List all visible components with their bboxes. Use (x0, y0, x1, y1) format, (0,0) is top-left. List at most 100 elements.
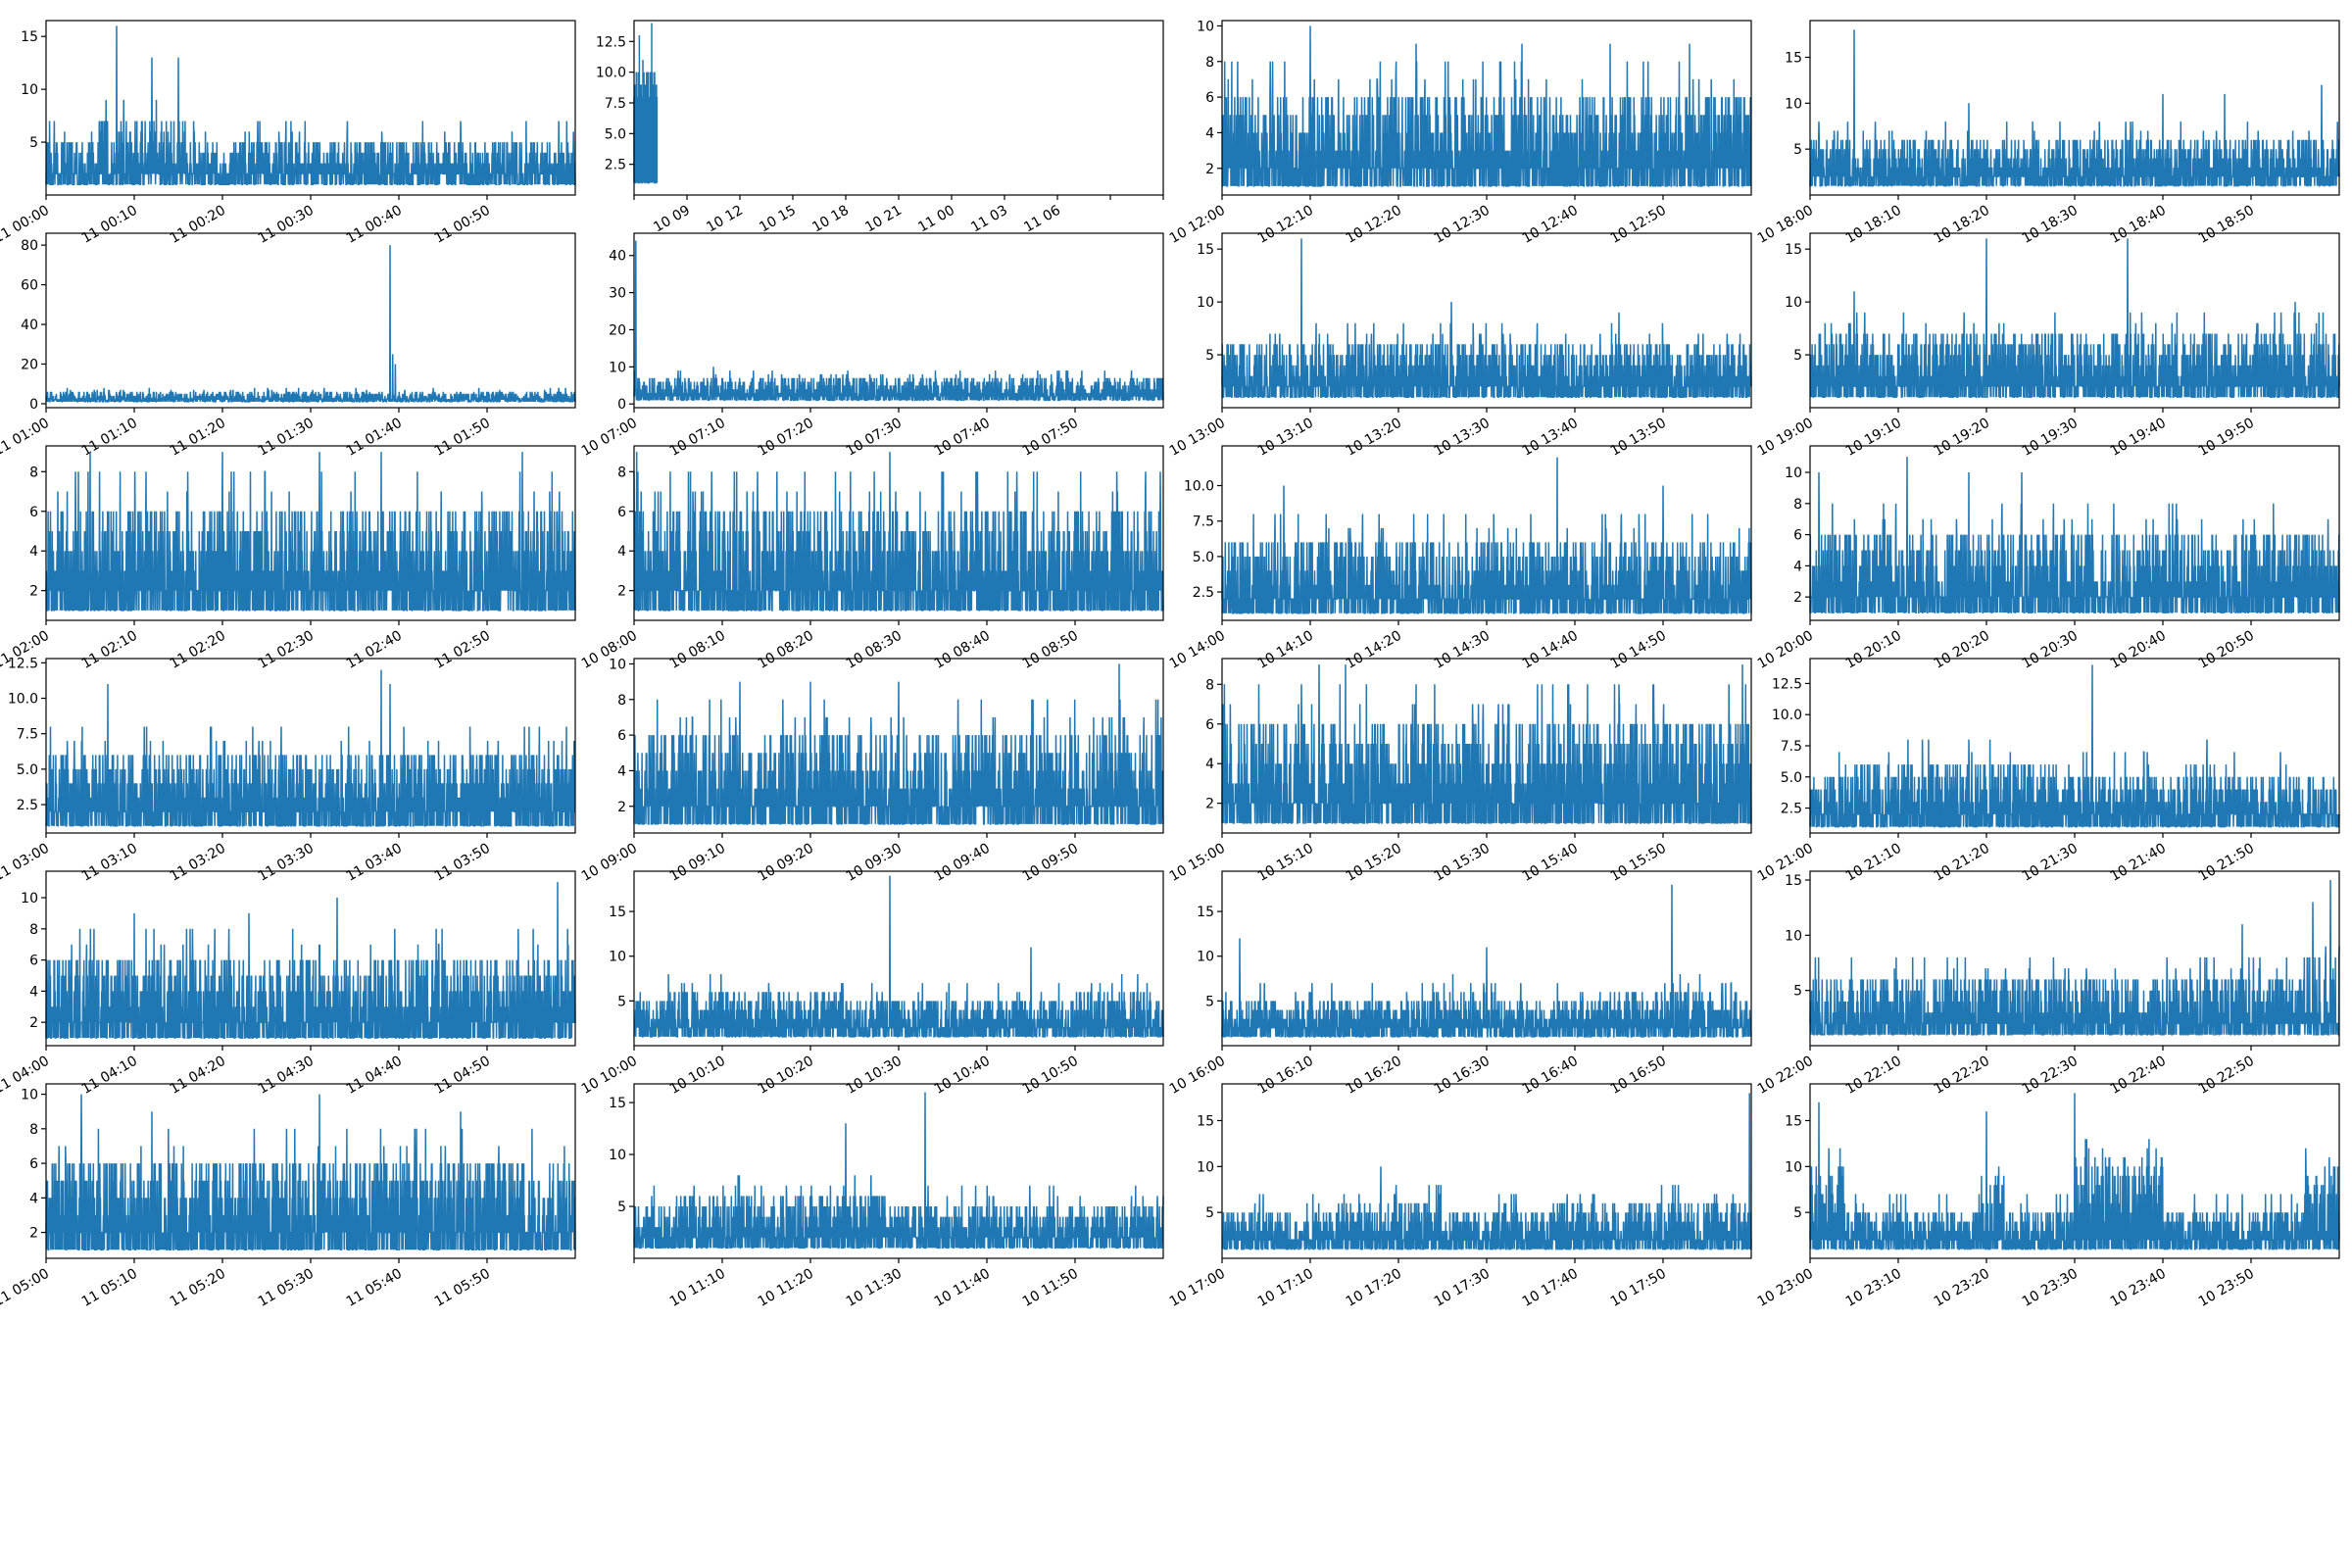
y-tick-label: 5 (1205, 994, 1214, 1009)
series-line (1221, 664, 1752, 824)
y-tick-label: 8 (29, 1122, 38, 1138)
series-line (45, 452, 576, 612)
y-tick-label: 8 (29, 922, 38, 938)
y-tick-label: 0 (617, 397, 626, 413)
y-tick-label: 20 (609, 322, 626, 338)
series-line (1221, 457, 1752, 614)
y-tick-label: 15 (1785, 50, 1802, 66)
y-tick-label: 15 (1197, 905, 1214, 920)
y-tick-label: 10 (1785, 466, 1802, 481)
y-tick-label: 8 (1793, 497, 1802, 513)
y-tick-label: 40 (21, 318, 38, 333)
y-tick-label: 10 (1785, 96, 1802, 112)
y-tick-label: 8 (1205, 677, 1214, 693)
y-tick-label: 8 (617, 693, 626, 709)
y-tick-label: 10 (1197, 19, 1214, 34)
series-line (1221, 884, 1752, 1038)
y-tick-label: 5 (1793, 348, 1802, 364)
y-tick-label: 15 (1197, 1113, 1214, 1129)
y-tick-label: 7.5 (605, 96, 626, 112)
y-tick-label: 2.5 (605, 158, 626, 173)
y-tick-label: 2 (617, 584, 626, 600)
y-tick-label: 10 (21, 1088, 38, 1103)
y-tick-label: 5 (617, 1200, 626, 1215)
y-tick-label: 6 (29, 954, 38, 969)
y-tick-label: 4 (1205, 125, 1214, 141)
y-tick-label: 6 (617, 728, 626, 744)
y-tick-label: 10 (21, 82, 38, 98)
y-tick-label: 2 (617, 800, 626, 815)
y-tick-label: 20 (21, 358, 38, 373)
series-line (1809, 1093, 2340, 1250)
y-tick-label: 10.0 (596, 66, 626, 81)
y-tick-label: 60 (21, 278, 38, 294)
y-tick-label: 2.5 (1193, 585, 1214, 601)
y-tick-label: 10 (609, 950, 626, 965)
y-tick-label: 5 (1205, 348, 1214, 364)
y-tick-label: 2.5 (17, 798, 38, 813)
y-tick-label: 4 (29, 544, 38, 560)
y-tick-label: 4 (29, 1191, 38, 1206)
series-line (633, 875, 1164, 1038)
y-tick-label: 40 (609, 249, 626, 265)
y-tick-label: 2 (1205, 797, 1214, 812)
y-tick-label: 5.0 (17, 762, 38, 778)
y-tick-label: 10 (1197, 950, 1214, 965)
series-line (1809, 29, 2340, 187)
y-tick-label: 4 (1793, 559, 1802, 574)
y-tick-label: 10.0 (1772, 708, 1802, 723)
series-line (45, 245, 576, 403)
series-line (633, 452, 1164, 612)
series-line (1809, 664, 2340, 828)
series-line (633, 23, 659, 184)
series-line (1809, 238, 2340, 398)
y-tick-label: 10 (1785, 1159, 1802, 1175)
y-tick-label: 4 (617, 763, 626, 779)
y-tick-label: 6 (1205, 717, 1214, 733)
y-tick-label: 8 (29, 465, 38, 480)
y-tick-label: 10 (609, 657, 626, 672)
y-tick-label: 15 (1197, 242, 1214, 258)
y-tick-label: 10 (1197, 295, 1214, 311)
y-tick-label: 15 (609, 1096, 626, 1111)
y-tick-label: 6 (617, 505, 626, 520)
y-tick-label: 2.5 (1781, 802, 1802, 817)
y-tick-label: 15 (21, 29, 38, 45)
series-line (45, 669, 576, 827)
y-tick-label: 6 (29, 1156, 38, 1172)
y-tick-label: 80 (21, 238, 38, 254)
y-tick-label: 5.0 (1193, 550, 1214, 565)
y-tick-label: 6 (29, 505, 38, 520)
y-tick-label: 30 (609, 286, 626, 302)
series-line (1809, 457, 2340, 613)
y-tick-label: 5 (617, 994, 626, 1009)
series-line (45, 882, 576, 1039)
series-line (45, 1094, 576, 1250)
y-tick-label: 5.0 (605, 126, 626, 142)
series-line (1809, 879, 2340, 1036)
y-tick-label: 10 (609, 1148, 626, 1163)
series-line (1221, 25, 1752, 187)
y-tick-label: 6 (1793, 528, 1802, 544)
y-tick-label: 10 (609, 360, 626, 375)
y-tick-label: 5 (1793, 1205, 1802, 1221)
y-tick-label: 15 (1785, 873, 1802, 889)
y-tick-label: 4 (617, 544, 626, 560)
y-tick-label: 15 (1785, 1113, 1802, 1129)
y-tick-label: 4 (29, 984, 38, 1000)
y-tick-label: 7.5 (1193, 514, 1214, 530)
y-tick-label: 10 (1785, 928, 1802, 944)
y-tick-label: 5 (1793, 984, 1802, 1000)
y-tick-label: 10 (21, 891, 38, 906)
y-tick-label: 5 (1793, 142, 1802, 158)
y-tick-label: 10 (1197, 1159, 1214, 1175)
series-line (633, 240, 1164, 402)
y-tick-label: 12.5 (8, 656, 38, 671)
y-tick-label: 8 (1205, 55, 1214, 71)
y-tick-label: 5.0 (1781, 770, 1802, 786)
y-tick-label: 2 (29, 584, 38, 600)
y-tick-label: 10 (1785, 295, 1802, 311)
y-tick-label: 4 (1205, 757, 1214, 772)
y-tick-label: 2 (29, 1015, 38, 1031)
